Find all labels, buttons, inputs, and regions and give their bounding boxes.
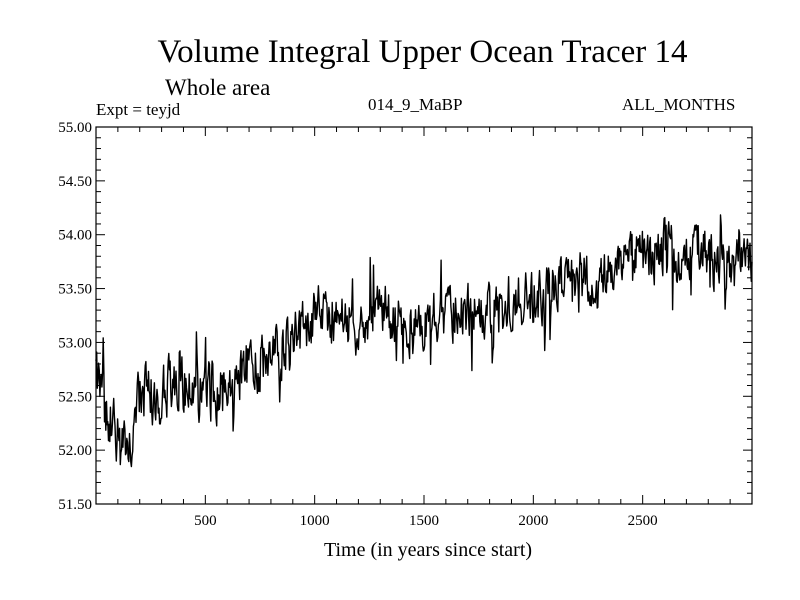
experiment-label: Expt = teyjd bbox=[96, 100, 181, 119]
y-tick-label: 54.50 bbox=[58, 174, 92, 190]
axis-tick-labels: 500 1000 1500 2000 2500 51.50 52.00 52.50 53.00 5… bbox=[58, 120, 657, 529]
x-tick-label: 1500 bbox=[409, 513, 439, 529]
y-tick-label: 53.00 bbox=[58, 335, 92, 351]
chart-subtitle: Whole area bbox=[165, 75, 271, 100]
y-tick-label: 52.00 bbox=[58, 443, 92, 459]
x-tick-label: 500 bbox=[194, 513, 217, 529]
y-tick-label: 52.50 bbox=[58, 389, 92, 405]
x-tick-label: 2000 bbox=[518, 513, 548, 529]
y-tick-label: 55.00 bbox=[58, 120, 92, 136]
y-tick-label: 51.50 bbox=[58, 497, 92, 513]
chart-title: Volume Integral Upper Ocean Tracer 14 bbox=[157, 34, 688, 70]
plot-frame bbox=[95, 126, 753, 505]
x-axis-label: Time (in years since start) bbox=[324, 539, 532, 561]
series-line bbox=[95, 214, 753, 468]
y-tick-label: 54.00 bbox=[58, 228, 92, 244]
period-label: ALL_MONTHS bbox=[622, 95, 736, 114]
x-tick-label: 2500 bbox=[628, 513, 658, 529]
axis-ticks bbox=[96, 127, 752, 504]
run-id-label: 014_9_MaBP bbox=[368, 95, 463, 114]
x-tick-label: 1000 bbox=[300, 513, 330, 529]
y-tick-label: 53.50 bbox=[58, 282, 92, 298]
